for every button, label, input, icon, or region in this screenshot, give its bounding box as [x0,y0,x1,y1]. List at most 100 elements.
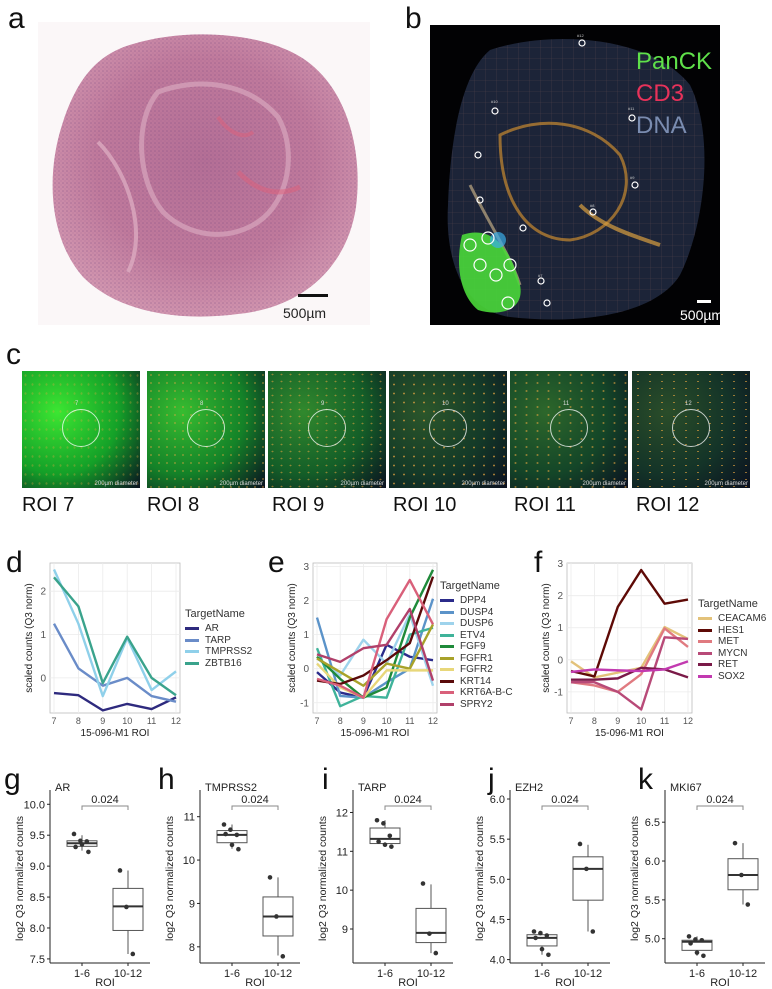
y-tick-label: 11 [184,812,195,824]
legend-item: KRT6A-B-C [440,687,513,699]
legend-swatch [698,617,712,621]
data-point [280,954,286,959]
roi-image-tile: 7 200µm diameter [22,371,140,488]
data-point [236,846,241,852]
panel-label-g: g [4,763,21,796]
x-tick-label: 1-6 [534,968,550,980]
legend-swatch [440,691,454,695]
roi-diameter-label: 200µm diameter [704,481,748,487]
legend-swatch [185,627,199,631]
roi-label: ROI 7 [22,494,75,516]
panel-label-d: d [6,546,23,579]
roi-diameter-label: 200µm diameter [582,481,626,487]
panel-label-h: h [158,763,175,796]
data-point [538,930,543,936]
data-point [381,821,386,826]
roi-number: 9 [321,401,325,407]
data-point [539,946,545,952]
x-tick-label: 11 [147,716,156,726]
plot-title: EZH2 [515,782,543,794]
roi-circle [550,409,588,447]
legend-swatch [698,651,712,655]
legend-item: MET [698,636,766,648]
legend-item: FGF9 [440,641,513,653]
legend-label: MET [718,636,740,648]
legend-swatch [698,640,712,644]
data-point [732,840,738,846]
legend-item: CEACAM6 [698,613,766,625]
x-tick-label: 10-12 [114,968,142,980]
y-axis-label: scaled counts (Q3 norm) [287,583,298,693]
x-axis-label: 15-096-M1 ROI [341,728,410,739]
data-point [387,833,393,839]
legend-panck: PanCK [636,48,713,75]
roi-tag: #7 [538,273,543,278]
legend-swatch [698,628,712,632]
legend-swatch [698,674,712,678]
p-value-label: 0.024 [394,794,422,806]
plot-panel [49,562,181,714]
y-tick-label: 1 [557,623,563,634]
y-axis-label: log2 Q3 normalized counts [474,816,486,941]
series-line-sox2 [570,660,689,674]
legend-swatch [440,633,454,637]
y-tick-label: 0 [40,673,46,684]
roi-circle [429,409,467,447]
legend-item: ZBTB16 [185,658,252,670]
data-point [124,904,129,910]
legend-swatch [440,645,454,649]
y-tick-label: 1 [303,630,309,641]
series-line-fgfr1 [316,623,435,687]
legend-label: RET [718,659,738,671]
legend-label: ZBTB16 [205,657,242,669]
panel-label-k: k [638,763,653,796]
data-point [86,849,91,855]
roi-circle [187,409,225,447]
fluorescence-tissue-image [430,25,720,325]
x-tick-label: 10 [636,716,646,726]
data-point [577,841,583,847]
y-tick-label: 6.0 [490,794,505,806]
legend-item: RET [698,659,766,671]
legend-item: DUSP4 [440,607,513,619]
legend-label: CEACAM6 [718,613,767,625]
y-tick-label: 5.0 [490,874,505,886]
panel-label-e: e [268,546,285,579]
y-tick-label: 9.0 [30,861,45,873]
legend-f: TargetName CEACAM6 HES1 MET MYCN RET SOX2 [698,598,766,682]
roi-circle [672,409,710,447]
legend-item: FGFR2 [440,664,513,676]
x-tick-label: 7 [314,716,319,726]
data-point [420,881,426,886]
roi-number: 10 [442,401,449,407]
legend-item: DPP4 [440,595,513,607]
x-tick-label: 10-12 [264,968,292,980]
data-point [84,839,90,844]
plot-title: AR [55,782,70,794]
y-tick-label: 10 [336,885,348,897]
data-point [531,929,537,934]
legend-title: TargetName [185,608,245,620]
data-point [739,872,744,878]
data-point [688,941,693,946]
y-tick-label: 5.0 [645,934,660,946]
legend-e: TargetName DPP4 DUSP4 DUSP6 ETV4 FGF9 FGFR1 FGF… [440,580,513,710]
legend-item: AR [185,623,252,635]
p-value-label: 0.024 [706,794,734,806]
y-tick-label: 12 [336,807,348,819]
x-tick-label: 1-6 [224,968,240,980]
y-axis-label: log2 Q3 normalized counts [164,816,176,941]
legend-dna: DNA [636,112,687,139]
legend-swatch [185,661,199,665]
p-value-label: 0.024 [241,794,269,806]
legend-d: TargetName AR TARP TMPRSS2 ZBTB16 [185,608,252,669]
data-point [693,937,698,942]
x-tick-label: 8 [76,716,81,726]
legend-swatch [440,610,454,614]
roi-image-tile: 10 200µm diameter [389,371,507,488]
roi-circle [308,409,346,447]
x-tick-label: 8 [338,716,343,726]
y-tick-label: 4.5 [490,914,505,926]
roi-diameter-label: 200µm diameter [340,481,384,487]
